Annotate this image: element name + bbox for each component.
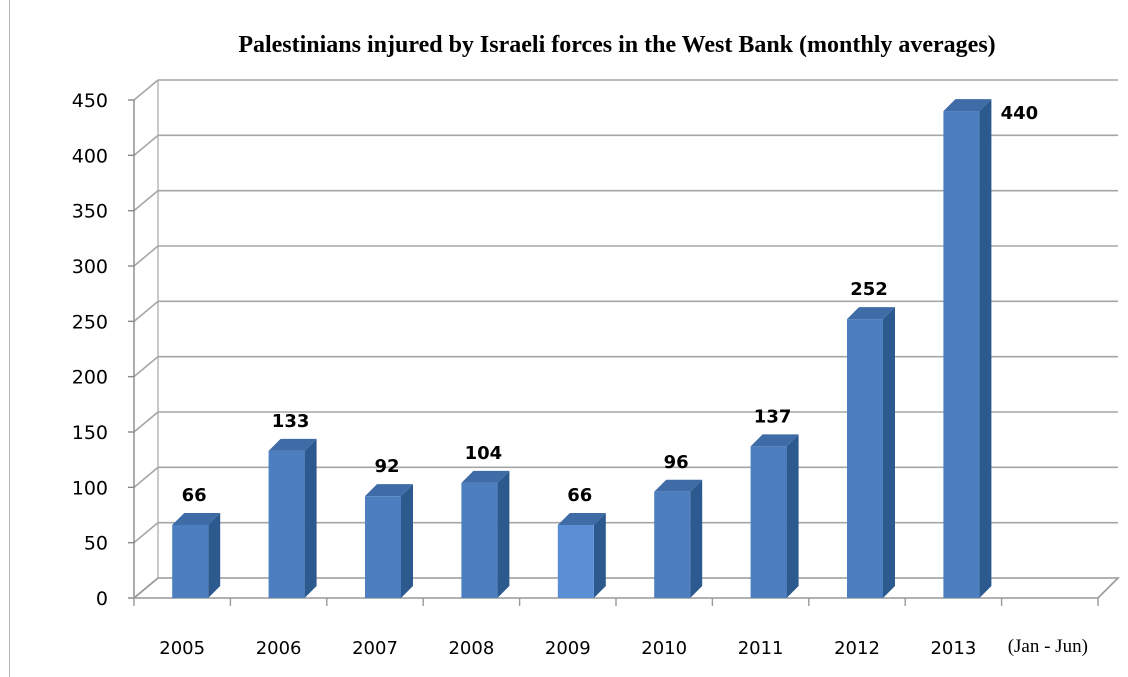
bar-top [365, 484, 413, 497]
gridline-depth [133, 245, 159, 267]
y-tick-label: 150 [72, 422, 108, 444]
bar-top [750, 434, 799, 447]
bar-front [750, 446, 787, 598]
y-tick-label: 300 [72, 256, 108, 278]
y-tick-label: 400 [72, 145, 108, 167]
x-tick-label: 2012 [834, 638, 880, 659]
y-tick-label: 0 [96, 588, 108, 610]
bar [461, 470, 510, 598]
bar [365, 484, 413, 598]
gridline-depth [133, 411, 159, 433]
gridline-depth [133, 356, 159, 378]
bar-side [497, 470, 510, 598]
data-label: 440 [1001, 103, 1039, 124]
data-label: 252 [850, 279, 888, 300]
x-tick-label: 2007 [352, 638, 398, 659]
bar-top [268, 438, 317, 451]
bar-side [883, 307, 895, 598]
bar [847, 307, 895, 598]
gridline-depth [133, 300, 159, 322]
bar-top [557, 512, 606, 525]
bar-side [979, 99, 992, 599]
bar-front [654, 491, 691, 598]
bar [172, 512, 221, 598]
x-tick-label: 2011 [738, 638, 784, 659]
x-tick-label: 2010 [641, 638, 687, 659]
bar-front [365, 496, 401, 598]
bar-side [690, 479, 703, 598]
bar-front [847, 319, 883, 598]
bars [172, 99, 992, 599]
gridline-depth [133, 134, 159, 156]
bar-top [172, 512, 221, 525]
left-border-line [9, 0, 10, 677]
data-label: 92 [374, 456, 399, 477]
bar-side [593, 512, 606, 598]
bar [654, 479, 703, 598]
bar-side [786, 434, 799, 598]
bar-front [172, 524, 209, 598]
y-tick-label: 200 [72, 367, 108, 389]
y-tick-label: 50 [84, 533, 108, 555]
data-label: 96 [664, 452, 689, 473]
x-tick-label: 2009 [545, 638, 591, 659]
data-label: 66 [567, 485, 592, 506]
x-tick-label: 2008 [448, 638, 494, 659]
x-tick-label: 2005 [159, 638, 205, 659]
bar-front [461, 482, 498, 598]
bar-top [461, 470, 510, 483]
data-label: 104 [465, 443, 503, 464]
bar-top [943, 99, 992, 112]
bar-side [304, 438, 317, 598]
data-label: 133 [272, 411, 310, 432]
y-tick-label: 350 [72, 201, 108, 223]
bar-side [208, 512, 221, 598]
bar [943, 99, 992, 599]
data-label: 137 [754, 406, 792, 427]
bar [750, 434, 799, 598]
bar-front [557, 524, 594, 598]
bar-front [943, 111, 980, 599]
data-labels: 66 133 92 104 66 96 137 252 440 [182, 103, 1039, 506]
gridline-depth [133, 79, 159, 101]
gridline-depth [133, 190, 159, 212]
x-tick-label: 2013 [930, 638, 976, 659]
gridline-depth [133, 466, 159, 488]
tick-labels: 0 50 100 150 200 250 300 350 400 450 2005 2006 2007 2… [72, 90, 1088, 659]
y-tick-label: 100 [72, 477, 108, 499]
chart-title: Palestinians injured by Israeli forces i… [238, 32, 995, 58]
x-tick-label: 2006 [256, 638, 302, 659]
bar [557, 512, 606, 598]
data-label: 66 [182, 485, 207, 506]
bar-top [654, 479, 703, 492]
bar-top [847, 307, 895, 320]
gridline-depth [133, 522, 159, 544]
bar [268, 438, 317, 598]
bar-side [401, 484, 413, 598]
y-tick-label: 250 [72, 311, 108, 333]
x-annotation: (Jan - Jun) [1008, 636, 1088, 657]
bar-front [268, 450, 305, 598]
y-tick-label: 450 [72, 90, 108, 112]
